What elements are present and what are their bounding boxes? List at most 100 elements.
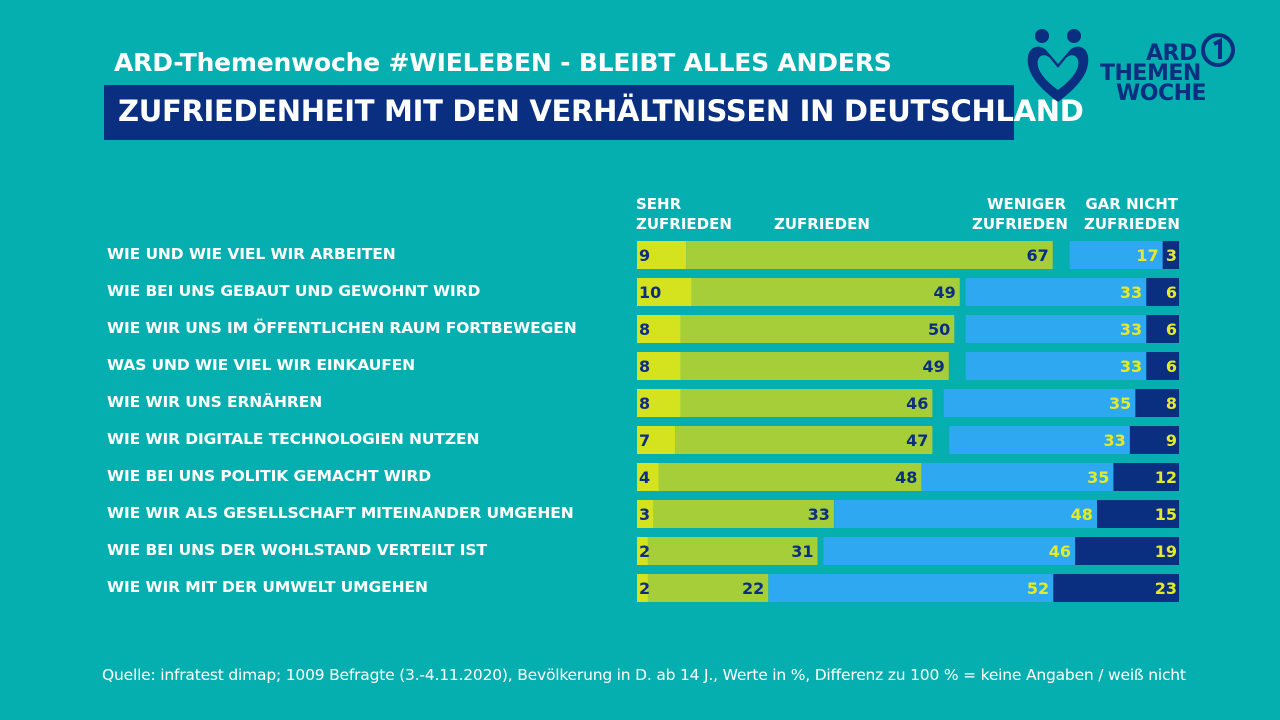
row-label: WIE UND WIE VIEL WIR ARBEITEN (107, 245, 396, 263)
bar-segment-gar-nicht-zufrieden (1096, 500, 1179, 528)
data-label-weniger-zufrieden: 35 (1109, 394, 1131, 413)
bar-segment-weniger-zufrieden (943, 389, 1136, 417)
data-label-zufrieden: 48 (895, 468, 917, 487)
bar-segment-gar-nicht-zufrieden (1162, 241, 1179, 269)
data-label-zufrieden: 67 (1026, 246, 1048, 265)
page-title: ZUFRIEDENHEIT MIT DEN VERHÄLTNISSEN IN D… (118, 94, 1084, 128)
bar-segment-sehr-zufrieden (637, 574, 648, 602)
data-label-sehr-zufrieden: 9 (639, 246, 650, 265)
data-label-zufrieden: 22 (742, 579, 764, 598)
data-label-gar-nicht-zufrieden: 6 (1166, 320, 1177, 339)
col-head-gar-nicht-zufrieden: GAR NICHT ZUFRIEDEN (1084, 195, 1180, 233)
data-label-sehr-zufrieden: 3 (639, 505, 650, 524)
row-label: WIE WIR ALS GESELLSCHAFT MITEINANDER UMG… (107, 504, 574, 522)
bar-segment-sehr-zufrieden (637, 389, 681, 417)
data-label-gar-nicht-zufrieden: 19 (1155, 542, 1177, 561)
row-label: WIE WIR UNS ERNÄHREN (107, 393, 323, 411)
bar-segment-weniger-zufrieden (823, 537, 1076, 565)
bar-segment-zufrieden (653, 500, 834, 528)
bar-segment-gar-nicht-zufrieden (1075, 537, 1179, 565)
bar-segment-zufrieden (647, 574, 769, 602)
data-label-gar-nicht-zufrieden: 23 (1155, 579, 1177, 598)
data-label-sehr-zufrieden: 4 (639, 468, 650, 487)
bar-segment-sehr-zufrieden (637, 426, 676, 454)
bar-segment-sehr-zufrieden (637, 463, 659, 491)
logo-line-2: THEMEN (1100, 61, 1201, 86)
row-label: WIE WIR UNS IM ÖFFENTLICHEN RAUM FORTBEW… (107, 319, 577, 337)
bar-segment-zufrieden (686, 241, 1053, 269)
bar-segment-sehr-zufrieden (637, 352, 681, 380)
bar-segment-weniger-zufrieden (768, 574, 1054, 602)
data-label-gar-nicht-zufrieden: 9 (1166, 431, 1177, 450)
suptitle: ARD-Themenwoche #WIELEBEN - BLEIBT ALLES… (114, 48, 892, 77)
data-label-sehr-zufrieden: 7 (639, 431, 650, 450)
bar-segment-sehr-zufrieden (637, 278, 692, 306)
data-label-sehr-zufrieden: 2 (639, 579, 650, 598)
row-label: WIE BEI UNS DER WOHLSTAND VERTEILT IST (107, 541, 487, 559)
data-label-weniger-zufrieden: 33 (1104, 431, 1126, 450)
bar-segment-weniger-zufrieden (965, 352, 1147, 380)
logo-line-3: WOCHE (1116, 81, 1207, 106)
bar-segment-sehr-zufrieden (637, 241, 687, 269)
bar-segment-gar-nicht-zufrieden (1135, 389, 1179, 417)
row-label: WIE BEI UNS GEBAUT UND GEWOHNT WIRD (107, 282, 481, 300)
data-label-zufrieden: 49 (933, 283, 955, 302)
bar-segment-weniger-zufrieden (1069, 241, 1163, 269)
data-label-sehr-zufrieden: 8 (639, 357, 650, 376)
data-label-gar-nicht-zufrieden: 6 (1166, 357, 1177, 376)
data-label-weniger-zufrieden: 52 (1027, 579, 1049, 598)
bar-segment-zufrieden (680, 315, 955, 343)
data-label-gar-nicht-zufrieden: 6 (1166, 283, 1177, 302)
data-label-weniger-zufrieden: 33 (1120, 357, 1142, 376)
data-label-zufrieden: 46 (906, 394, 928, 413)
data-label-weniger-zufrieden: 48 (1071, 505, 1093, 524)
title-bar: ZUFRIEDENHEIT MIT DEN VERHÄLTNISSEN IN D… (104, 85, 1084, 140)
row-label: WIE BEI UNS POLITIK GEMACHT WIRD (107, 467, 431, 485)
data-label-gar-nicht-zufrieden: 15 (1155, 505, 1177, 524)
bar-segment-zufrieden (680, 352, 949, 380)
data-label-sehr-zufrieden: 8 (639, 320, 650, 339)
bar-segment-weniger-zufrieden (949, 426, 1130, 454)
bar-segment-gar-nicht-zufrieden (1129, 426, 1179, 454)
bar-segment-gar-nicht-zufrieden (1113, 463, 1179, 491)
bar-segment-gar-nicht-zufrieden (1146, 278, 1179, 306)
bar-segment-zufrieden (647, 537, 818, 565)
bar-segment-sehr-zufrieden (637, 315, 681, 343)
row-label: WAS UND WIE VIEL WIR EINKAUFEN (107, 356, 416, 374)
data-label-zufrieden: 50 (928, 320, 950, 339)
bar-segment-zufrieden (680, 389, 933, 417)
data-label-zufrieden: 31 (791, 542, 813, 561)
data-label-zufrieden: 49 (923, 357, 945, 376)
data-label-gar-nicht-zufrieden: 3 (1166, 246, 1177, 265)
bar-segment-gar-nicht-zufrieden (1146, 315, 1179, 343)
data-label-weniger-zufrieden: 33 (1120, 283, 1142, 302)
col-head-sehr-zufrieden: SEHR ZUFRIEDEN (636, 195, 732, 233)
logo-line-1: ARD (1146, 41, 1197, 66)
source-note: Quelle: infratest dimap; 1009 Befragte (… (102, 666, 1186, 684)
bar-segment-zufrieden (658, 463, 922, 491)
bar-segment-zufrieden (675, 426, 933, 454)
data-label-zufrieden: 47 (906, 431, 928, 450)
data-label-gar-nicht-zufrieden: 8 (1166, 394, 1177, 413)
bar-segment-sehr-zufrieden (637, 500, 654, 528)
ard-themenwoche-logo: ARD THEMEN WOCHE (1024, 26, 1244, 106)
row-label: WIE WIR MIT DER UMWELT UMGEHEN (107, 578, 428, 596)
ard-one-icon (1201, 33, 1235, 67)
data-label-weniger-zufrieden: 17 (1136, 246, 1158, 265)
col-head-weniger-zufrieden: WENIGER ZUFRIEDEN (972, 195, 1068, 233)
bar-segment-weniger-zufrieden (834, 500, 1097, 528)
row-label: WIE WIR DIGITALE TECHNOLOGIEN NUTZEN (107, 430, 480, 448)
data-label-weniger-zufrieden: 46 (1049, 542, 1071, 561)
data-label-zufrieden: 33 (808, 505, 830, 524)
data-label-weniger-zufrieden: 33 (1120, 320, 1142, 339)
data-label-sehr-zufrieden: 8 (639, 394, 650, 413)
bar-segment-gar-nicht-zufrieden (1146, 352, 1179, 380)
data-label-gar-nicht-zufrieden: 12 (1155, 468, 1177, 487)
bar-segment-zufrieden (691, 278, 960, 306)
heart-figures-icon (1027, 29, 1089, 102)
bar-segment-weniger-zufrieden (921, 463, 1114, 491)
data-label-sehr-zufrieden: 10 (639, 283, 661, 302)
bar-segment-gar-nicht-zufrieden (1053, 574, 1179, 602)
bar-segment-weniger-zufrieden (965, 278, 1147, 306)
